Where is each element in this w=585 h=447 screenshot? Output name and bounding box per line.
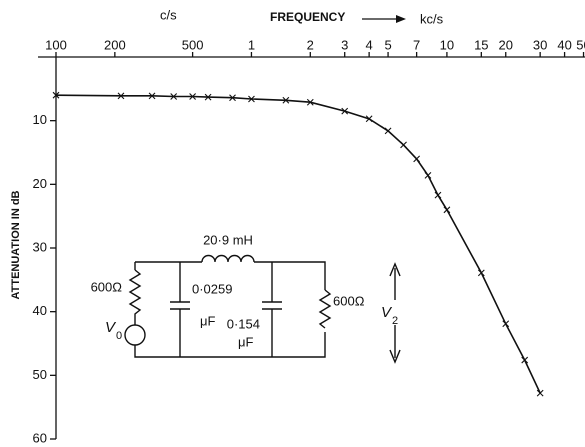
point-marker xyxy=(341,107,349,115)
y-label: ATTENUATION IN dB xyxy=(10,190,22,299)
point-marker xyxy=(306,98,314,106)
x-tick-label: 100 xyxy=(45,37,67,52)
x-tick-label: 3 xyxy=(341,37,348,52)
y-tick-label: 50 xyxy=(33,367,47,382)
marker-stroke xyxy=(443,206,451,214)
marker-stroke xyxy=(117,92,125,100)
x-tick-label: 7 xyxy=(413,37,420,52)
point-marker xyxy=(502,320,510,328)
x-tick-label: 1 xyxy=(248,37,255,52)
point-marker xyxy=(477,269,485,277)
point-marker xyxy=(189,93,197,100)
output-subscript: 2 xyxy=(392,315,398,327)
inductor-label: 20·9 mH xyxy=(203,232,253,247)
x-tick-label: 5 xyxy=(384,37,391,52)
point-marker xyxy=(413,155,421,163)
point-marker xyxy=(536,389,544,397)
marker-stroke xyxy=(204,93,212,101)
point-marker xyxy=(170,93,178,100)
y-tick-label: 10 xyxy=(33,112,47,127)
marker-stroke xyxy=(170,93,178,100)
point-marker xyxy=(148,92,156,100)
x-tick-label: 50 xyxy=(576,37,585,52)
capacitor-1-unit: μF xyxy=(200,313,215,328)
x-tick-label: 30 xyxy=(533,37,547,52)
marker-stroke xyxy=(400,141,407,149)
capacitor-2-unit: μF xyxy=(238,334,253,349)
circuit: 20·9 mH 600Ω 0·0259 μF 0·154 μF 600Ω V 0… xyxy=(91,232,401,364)
source-symbol: V xyxy=(105,319,117,336)
y-tick-label: 20 xyxy=(33,176,47,191)
y-tick-label: 30 xyxy=(33,239,47,254)
point-marker xyxy=(52,91,60,99)
x-tick-label: 500 xyxy=(182,37,204,52)
x-tick-label: 15 xyxy=(474,37,488,52)
marker-stroke xyxy=(521,356,529,364)
marker-stroke xyxy=(282,96,290,104)
point-marker xyxy=(117,92,125,100)
x-unit-high: kc/s xyxy=(420,11,444,26)
marker-stroke xyxy=(189,93,197,100)
point-marker xyxy=(434,191,442,199)
point-marker xyxy=(400,141,407,149)
point-marker xyxy=(443,206,451,214)
marker-stroke xyxy=(306,98,314,106)
x-tick-label: 40 xyxy=(557,37,571,52)
marker-stroke xyxy=(413,155,421,163)
x-unit-low: c/s xyxy=(160,7,177,22)
curve xyxy=(55,94,541,394)
point-marker xyxy=(365,115,373,123)
marker-stroke xyxy=(148,92,156,100)
marker-stroke xyxy=(384,127,392,135)
point-marker xyxy=(229,94,236,102)
y-tick-label: 60 xyxy=(33,430,47,445)
point-marker xyxy=(424,172,432,179)
marker-stroke xyxy=(434,191,442,199)
x-label: FREQUENCY xyxy=(270,10,345,24)
marker-stroke xyxy=(52,91,60,99)
x-tick-label: 4 xyxy=(366,37,373,52)
load-resistor-label: 600Ω xyxy=(333,293,365,308)
x-tick-label: 20 xyxy=(499,37,513,52)
marker-stroke xyxy=(341,107,349,115)
point-marker xyxy=(384,127,392,135)
marker-stroke xyxy=(536,389,544,397)
x-tick-label: 10 xyxy=(440,37,454,52)
marker-stroke xyxy=(477,269,485,277)
source-subscript: 0 xyxy=(116,330,122,342)
point-marker xyxy=(282,96,290,104)
x-tick-label: 200 xyxy=(104,37,126,52)
marker-stroke xyxy=(365,115,373,123)
marker-stroke xyxy=(502,320,510,328)
marker-stroke xyxy=(248,95,255,103)
y-tick-label: 40 xyxy=(33,303,47,318)
output-symbol: V xyxy=(381,304,393,321)
capacitor-1-label: 0·0259 xyxy=(192,281,232,296)
capacitor-2-label: 0·154 xyxy=(227,316,260,331)
point-marker xyxy=(521,356,529,364)
point-marker xyxy=(204,93,212,101)
marker-stroke xyxy=(424,172,432,179)
x-label-arrow xyxy=(362,15,406,23)
marker-stroke xyxy=(229,94,236,102)
source-resistor-label: 600Ω xyxy=(91,279,123,294)
point-marker xyxy=(248,95,255,103)
x-tick-label: 2 xyxy=(307,37,314,52)
